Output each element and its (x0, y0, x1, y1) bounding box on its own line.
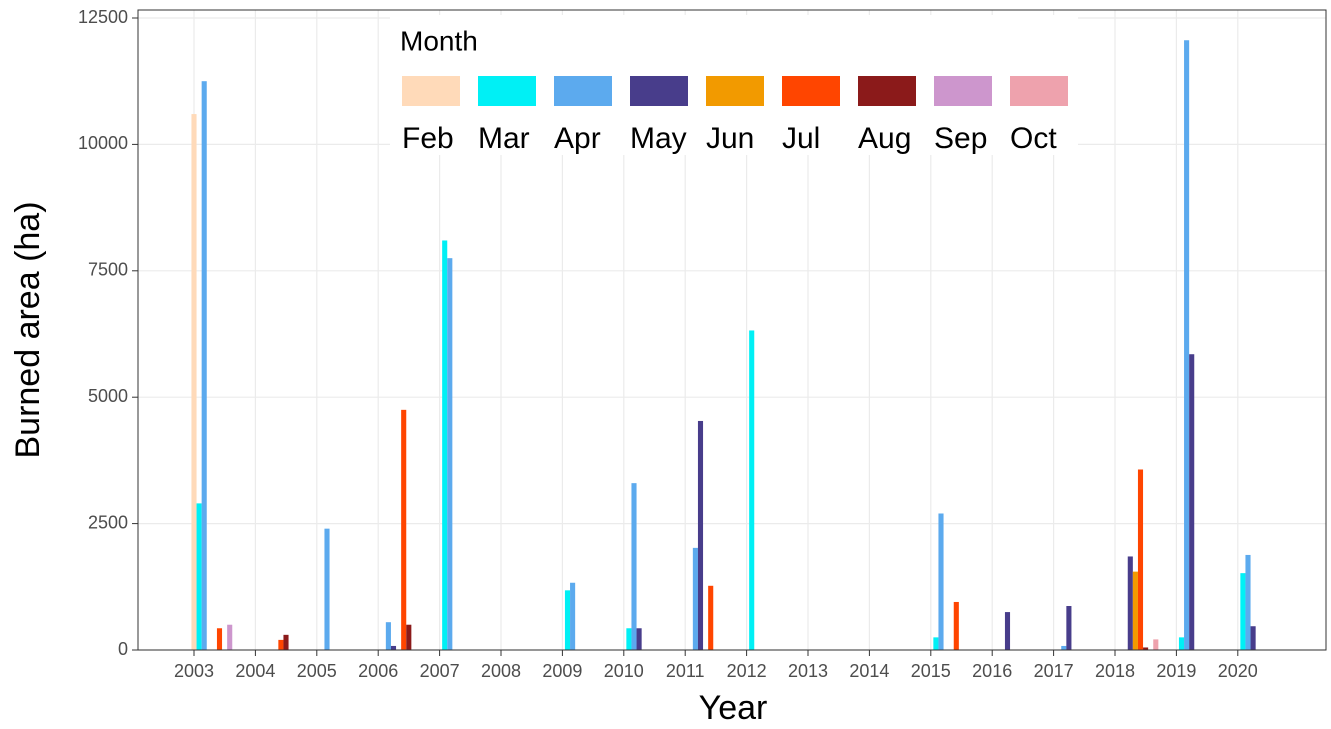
bar (1132, 571, 1138, 650)
bar (1143, 647, 1149, 650)
x-tick-label: 2013 (788, 661, 828, 681)
bar (631, 483, 637, 650)
bar (196, 503, 202, 650)
bar (447, 258, 453, 650)
bar (390, 645, 397, 650)
bar (697, 420, 704, 650)
x-tick-label: 2017 (1034, 661, 1074, 681)
bar (1066, 606, 1072, 650)
panel-border (137, 9, 1327, 651)
bar (1189, 354, 1195, 650)
y-axis-title: Burned area (ha) (9, 201, 47, 458)
bar (401, 409, 407, 650)
x-tick-label: 2015 (911, 661, 951, 681)
legend-label: Apr (554, 122, 601, 155)
bar (1184, 40, 1190, 650)
y-tick-label: 0 (118, 639, 128, 659)
legend-swatch (630, 76, 688, 106)
y-tick-label: 10000 (78, 133, 128, 153)
bar (1245, 554, 1251, 650)
y-tick-label: 7500 (88, 260, 128, 280)
x-tick-label: 2014 (849, 661, 889, 681)
legend-title: Month (400, 25, 478, 56)
bar (692, 547, 698, 650)
bar (216, 628, 223, 650)
bar (953, 601, 959, 650)
bar (191, 114, 197, 650)
y-tick-label: 5000 (88, 386, 128, 406)
bar (406, 624, 412, 650)
bar (442, 240, 448, 651)
legend-label: Jun (706, 122, 754, 155)
bar (1178, 637, 1185, 650)
legend-swatch (934, 76, 992, 106)
bar (626, 628, 632, 650)
x-tick-label: 2019 (1156, 661, 1196, 681)
x-tick-label: 2010 (604, 661, 644, 681)
bar (938, 513, 944, 650)
legend-label: Aug (858, 122, 911, 155)
bar (1153, 639, 1159, 650)
bar (227, 624, 233, 650)
bar (933, 637, 939, 650)
bar (385, 622, 391, 650)
legend-swatch (554, 76, 612, 106)
legend-label: Jul (782, 122, 820, 155)
y-tick-label: 12500 (78, 7, 128, 27)
x-tick-label: 2003 (174, 661, 214, 681)
x-tick-label: 2008 (481, 661, 521, 681)
legend-swatch (782, 76, 840, 106)
bar (201, 81, 207, 650)
bar (708, 585, 714, 650)
x-axis-title: Year (699, 689, 768, 727)
legend-label: Sep (934, 122, 987, 155)
legend-label: Feb (402, 122, 454, 155)
x-tick-label: 2012 (727, 661, 767, 681)
bar (1137, 469, 1144, 650)
legend-swatch (478, 76, 536, 106)
x-tick-label: 2018 (1095, 661, 1135, 681)
legend-label: Mar (478, 122, 530, 155)
bar (1127, 556, 1133, 650)
x-tick-label: 2009 (542, 661, 582, 681)
bar (1240, 573, 1246, 650)
legend-swatch (858, 76, 916, 106)
x-tick-label: 2004 (235, 661, 275, 681)
legend-label: May (630, 122, 687, 155)
y-tick-label: 2500 (88, 512, 128, 532)
x-tick-label: 2016 (972, 661, 1012, 681)
x-tick-label: 2011 (666, 661, 705, 681)
bar (1061, 645, 1067, 650)
bar (636, 628, 642, 650)
x-tick-label: 2020 (1218, 661, 1258, 681)
bar (278, 639, 284, 650)
legend-swatch (706, 76, 764, 106)
bar (1004, 612, 1011, 650)
bar (749, 330, 755, 650)
legend-swatch (1010, 76, 1068, 106)
x-tick-label: 2006 (358, 661, 398, 681)
bar (564, 590, 571, 650)
bar (1250, 626, 1256, 650)
x-tick-label: 2005 (297, 661, 337, 681)
bar (283, 634, 289, 650)
x-tick-label: 2007 (420, 661, 460, 681)
legend-label: Oct (1010, 122, 1057, 155)
legend-swatch (402, 76, 460, 106)
bar (324, 528, 330, 650)
bar (570, 582, 576, 650)
